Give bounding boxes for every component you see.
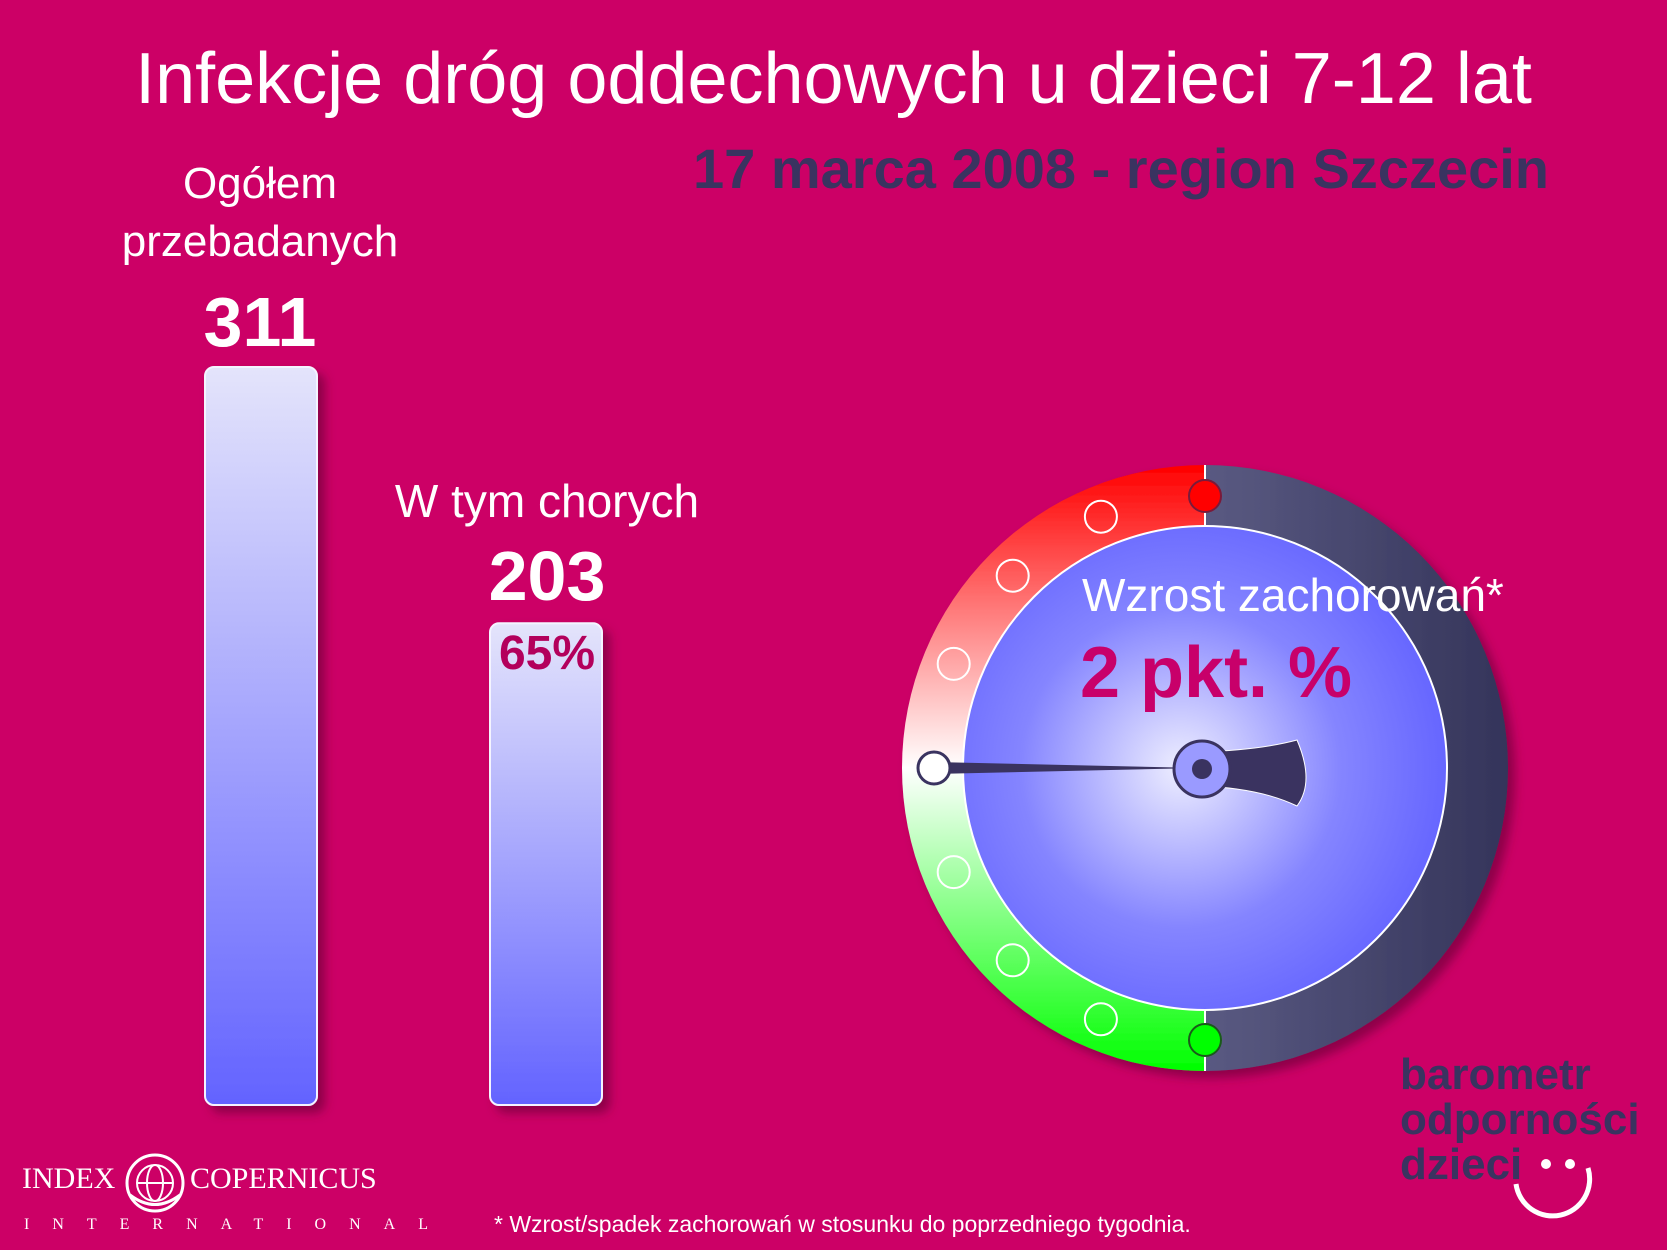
gauge-tick-6 — [995, 943, 1030, 978]
gauge-tick-5 — [936, 855, 971, 890]
bar-1-label-line-1: Ogółem — [182, 159, 338, 208]
gauge-tick-0 — [1188, 479, 1222, 513]
gauge-label: Wzrost zachorowań* — [1082, 569, 1504, 621]
index-copernicus-logo: INDEX COPERNICUS INTERNATIONAL — [22, 1150, 428, 1240]
logo-subtitle: INTERNATIONAL — [24, 1216, 451, 1233]
bar-1-label-line-2: przebadanych — [121, 217, 399, 266]
brand-line-3: dzieci — [1400, 1140, 1523, 1189]
gauge-tick-1 — [1083, 499, 1118, 534]
gauge-ticks — [916, 479, 1222, 1057]
bar-1-label: Ogółem przebadanych — [60, 155, 460, 271]
brand-logo: barometr odporności dzieci — [1400, 1052, 1640, 1187]
smiley-icon — [1513, 1159, 1593, 1219]
footnote: * Wzrost/spadek zachorowań w stosunku do… — [494, 1211, 1191, 1237]
needle-tip — [916, 750, 952, 786]
bar-2-value-label: 203 — [488, 537, 606, 615]
brand-line-2: odporności — [1400, 1095, 1640, 1144]
bars-group — [204, 366, 603, 1106]
needle-shaft — [934, 762, 1200, 774]
needle-hub-center — [1192, 759, 1212, 779]
logo-left-word: INDEX — [22, 1162, 116, 1195]
gauge-needle — [916, 739, 1307, 807]
logo-right-word: COPERNICUS — [190, 1162, 377, 1195]
gauge-value: 2 pkt. % — [1080, 633, 1353, 713]
brand-line-1: barometr — [1400, 1050, 1591, 1099]
gauge-tick-3 — [936, 646, 971, 681]
gauge-tick-7 — [1083, 1002, 1118, 1037]
gauge-tick-8 — [1188, 1023, 1222, 1057]
bar-2-label: W tym chorych — [394, 475, 700, 527]
globe-icon — [125, 1153, 185, 1213]
share-label: 65% — [498, 627, 596, 680]
bar-1-value-label: 311 — [203, 283, 317, 361]
gauge-tick-2 — [995, 558, 1030, 593]
bar-2 — [489, 622, 603, 1106]
page-subtitle: 17 marca 2008 - region Szczecin — [693, 137, 1549, 200]
bar-1 — [204, 366, 318, 1106]
page-title: Infekcje dróg oddechowych u dzieci 7-12 … — [135, 39, 1532, 119]
